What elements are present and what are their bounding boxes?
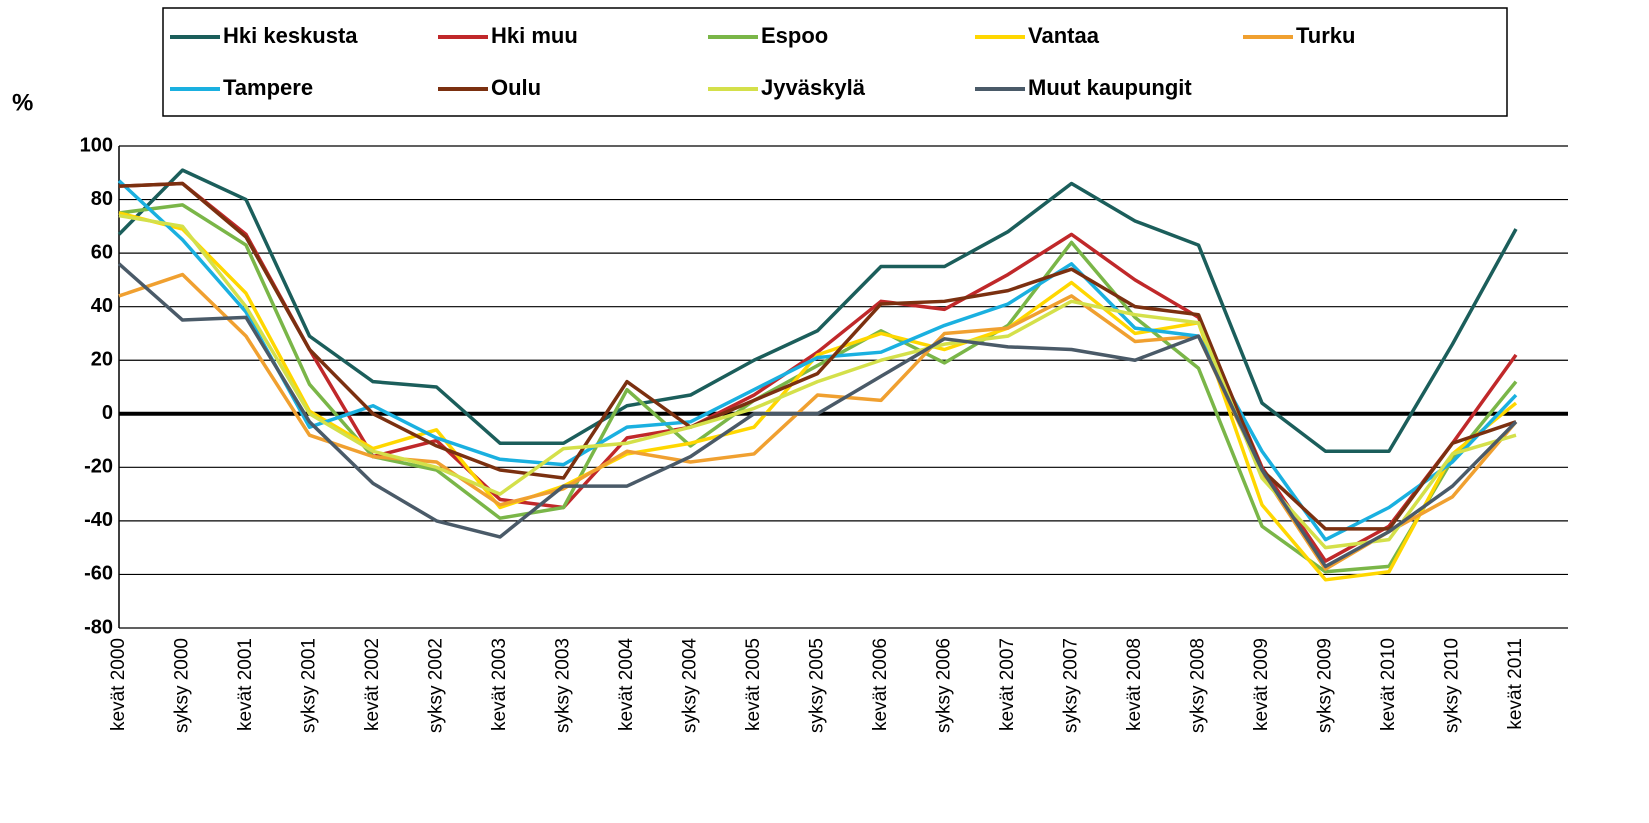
x-tick-label: kevät 2002 (362, 638, 383, 731)
x-tick-label: syksy 2005 (807, 638, 828, 733)
x-tick-label: kevät 2009 (1251, 638, 1272, 731)
x-tick-label: kevät 2003 (489, 638, 510, 731)
x-tick-label: syksy 2003 (553, 638, 574, 733)
y-tick-label: -60 (84, 563, 113, 585)
x-tick-label: syksy 2004 (680, 638, 701, 733)
series-line (118, 181, 1518, 563)
legend-label: Hki keskusta (223, 23, 358, 48)
x-tick-label: kevät 2011 (1505, 638, 1526, 730)
x-tick-label: kevät 2006 (870, 638, 891, 731)
x-tick-label: syksy 2008 (1188, 638, 1209, 733)
y-tick-label: 40 (91, 295, 113, 317)
x-tick-label: kevät 2000 (108, 638, 129, 731)
series-line (118, 211, 1518, 582)
x-tick-label: kevät 2010 (1378, 638, 1399, 731)
series-line (118, 203, 1518, 574)
legend-label: Tampere (223, 75, 313, 100)
y-tick-label: 80 (91, 188, 113, 210)
y-tick-label: -20 (84, 456, 113, 478)
legend-label: Espoo (761, 23, 828, 48)
legend-label: Oulu (491, 75, 541, 100)
y-tick-label: 20 (91, 349, 113, 371)
series-line (117, 168, 1518, 454)
x-tick-label: kevät 2008 (1124, 638, 1145, 731)
y-tick-label: -80 (84, 616, 113, 638)
legend-label: Muut kaupungit (1028, 75, 1192, 100)
x-tick-label: kevät 2007 (997, 638, 1018, 731)
x-tick-label: kevät 2004 (616, 638, 637, 731)
x-tick-label: kevät 2005 (743, 638, 764, 731)
legend-label: Vantaa (1028, 23, 1100, 48)
y-axis-label: % (12, 89, 33, 116)
x-tick-label: syksy 2007 (1061, 638, 1082, 733)
x-tick-label: syksy 2009 (1315, 638, 1336, 733)
y-tick-label: 100 (80, 134, 113, 156)
legend-label: Hki muu (491, 23, 578, 48)
y-tick-label: 0 (102, 402, 113, 424)
x-tick-label: syksy 2000 (172, 638, 193, 733)
y-tick-label: 60 (91, 241, 113, 263)
x-tick-label: syksy 2010 (1442, 638, 1463, 733)
legend-label: Turku (1296, 23, 1355, 48)
series-line (117, 179, 1518, 542)
x-tick-label: syksy 2002 (426, 638, 447, 733)
series-line (118, 181, 1517, 531)
legend-label: Jyväskylä (761, 75, 866, 100)
x-tick-label: kevät 2001 (235, 638, 256, 731)
y-tick-label: -40 (84, 509, 113, 531)
x-tick-label: syksy 2001 (299, 638, 320, 733)
x-tick-label: syksy 2006 (934, 638, 955, 733)
legend-box (162, 7, 1508, 117)
series-line (117, 262, 1518, 569)
